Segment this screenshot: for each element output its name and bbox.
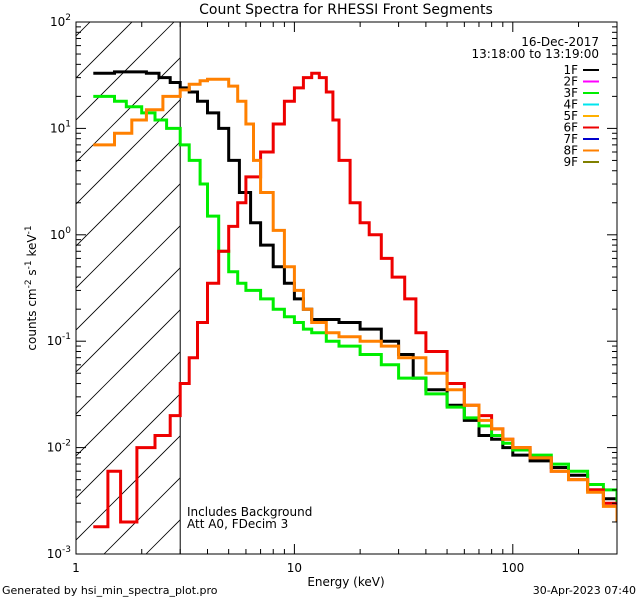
legend-label-9F: 9F: [563, 155, 578, 169]
x-axis-label: Energy (keV): [307, 575, 384, 589]
hatch-line: [76, 393, 181, 499]
hatch-line: [76, 57, 181, 163]
y-label-main: counts cm: [25, 288, 39, 350]
y-label-sup2: -1: [24, 260, 34, 269]
hatch-line: [76, 99, 181, 205]
legend-label-2F: 2F: [563, 75, 578, 89]
legend-label-4F: 4F: [563, 98, 578, 112]
legend-label-5F: 5F: [563, 109, 578, 123]
y-label-sup3: -1: [24, 225, 34, 234]
y-label-mid2: keV: [25, 234, 39, 261]
time-range-label: 13:18:00 to 13:19:00: [472, 47, 599, 61]
plot-frame: [75, 21, 618, 555]
y-label-sup1: -2: [24, 279, 34, 288]
legend-label-1F: 1F: [563, 63, 578, 77]
hatched-region: [76, 22, 181, 554]
y-tick-label: 102: [50, 13, 71, 29]
series-line-3F: [93, 94, 617, 504]
hatch-line: [76, 435, 181, 541]
axis-ticks: 1 10 100 10-3 10-2 10-1 100 101 102: [47, 13, 618, 575]
y-tick-label: 101: [50, 119, 71, 135]
y-tick-label: 10-1: [47, 332, 71, 348]
annotation-attenuator: Att A0, FDecim 3: [187, 517, 288, 531]
y-tick-label: 10-3: [47, 545, 71, 561]
annotation-background: Includes Background: [187, 505, 312, 519]
hatch-line: [76, 22, 175, 121]
x-tick-label: 1: [72, 561, 80, 575]
hatch-line: [103, 477, 181, 554]
legend-label-7F: 7F: [563, 132, 578, 146]
date-label: 16-Dec-2017: [521, 35, 599, 49]
footer-timestamp: 30-Apr-2023 07:40: [532, 584, 636, 597]
series-group: [93, 70, 617, 529]
series-line-1F: [93, 70, 617, 512]
hatch-line: [76, 267, 181, 373]
series-line-8F: [93, 77, 617, 522]
y-tick-label: 10-2: [47, 439, 71, 455]
legend-label-6F: 6F: [563, 121, 578, 135]
x-tick-label: 100: [501, 561, 524, 575]
x-tick-label: 10: [287, 561, 302, 575]
chart-title: Count Spectra for RHESSI Front Segments: [199, 2, 493, 18]
y-label-mid: s: [25, 269, 39, 279]
footer-generated-by: Generated by hsi_min_spectra_plot.pro: [2, 584, 218, 597]
legend-label-8F: 8F: [563, 144, 578, 158]
hatch-line: [76, 309, 181, 415]
y-tick-label: 100: [50, 226, 71, 242]
hatch-line: [76, 141, 181, 247]
y-axis-label: counts cm-2 s-1 keV-1: [24, 225, 39, 350]
hatch-line: [76, 225, 181, 331]
hatch-line: [76, 22, 133, 79]
legend-label-3F: 3F: [563, 86, 578, 100]
